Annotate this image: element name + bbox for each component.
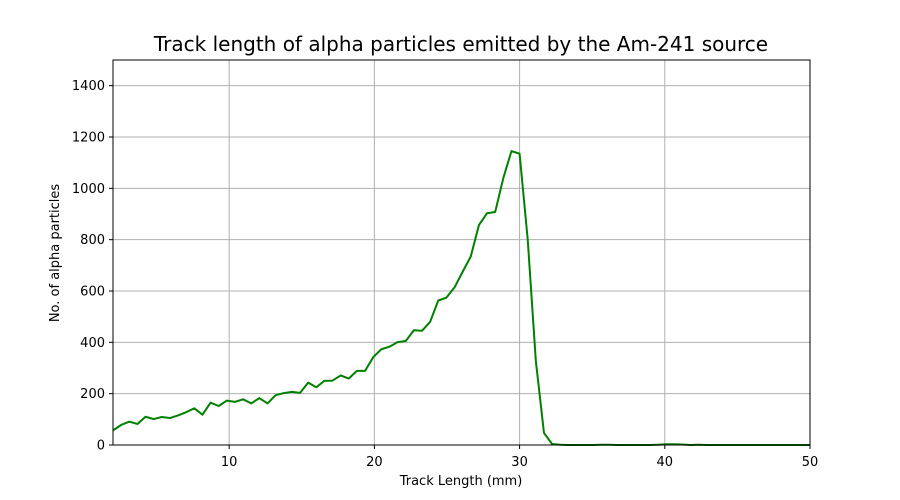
y-tick-label: 0 xyxy=(97,439,105,454)
plot-frame xyxy=(112,59,811,446)
y-axis-label: No. of alpha particles xyxy=(48,184,63,323)
y-axis: 0 200 400 600 800 1000 1200 1400 xyxy=(72,79,113,454)
y-tick-label: 600 xyxy=(80,285,105,300)
x-tick-label: 50 xyxy=(802,455,819,470)
x-axis-label: Track Length (mm) xyxy=(399,474,523,489)
y-tick-label: 200 xyxy=(80,387,105,402)
series-line xyxy=(112,150,810,446)
y-tick-label: 800 xyxy=(80,233,105,248)
y-tick-label: 1200 xyxy=(72,131,105,146)
grid-lines xyxy=(113,60,811,446)
x-tick-label: 30 xyxy=(511,455,528,470)
y-tick-label: 1000 xyxy=(72,182,105,197)
series-layer xyxy=(112,150,810,446)
x-tick-label: 40 xyxy=(657,455,674,470)
x-tick-label: 10 xyxy=(221,455,238,470)
chart-title: Track length of alpha particles emitted … xyxy=(153,32,769,56)
x-tick-label: 20 xyxy=(366,455,383,470)
x-axis: 10 20 30 40 50 xyxy=(221,445,818,470)
y-tick-label: 400 xyxy=(80,336,105,351)
y-tick-label: 1400 xyxy=(72,79,105,94)
